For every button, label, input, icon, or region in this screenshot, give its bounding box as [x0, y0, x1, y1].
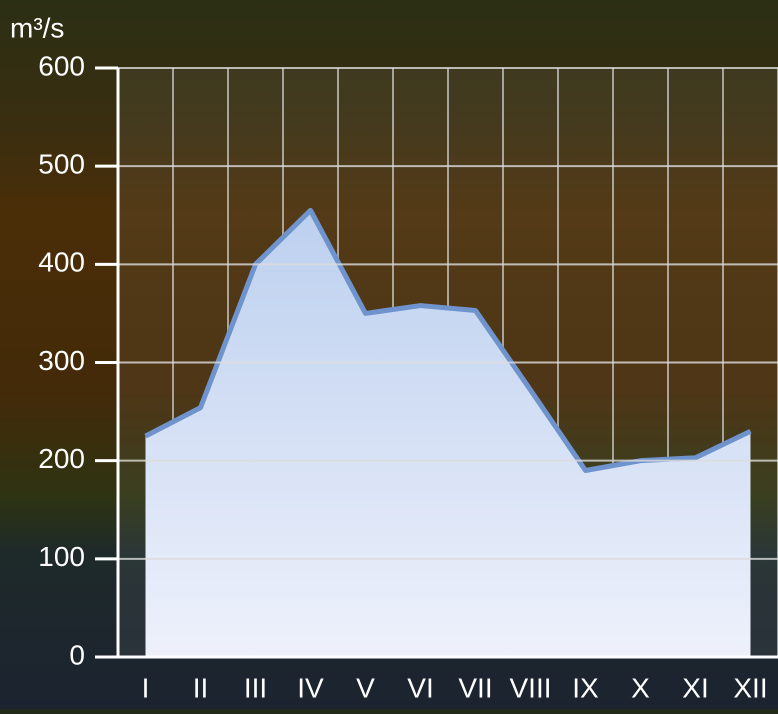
y-tick-label: 400	[38, 247, 85, 278]
x-tick-label: VIII	[509, 672, 551, 703]
y-tick-label: 0	[69, 639, 85, 670]
x-tick-label: VII	[458, 672, 492, 703]
y-tick-label: 500	[38, 149, 85, 180]
x-tick-label: III	[244, 672, 267, 703]
x-tick-label: I	[142, 672, 150, 703]
y-tick-label: 100	[38, 541, 85, 572]
x-tick-label: IV	[297, 672, 324, 703]
y-tick-label: 300	[38, 345, 85, 376]
x-tick-label: V	[356, 672, 375, 703]
x-tick-label: XII	[733, 672, 767, 703]
x-tick-label: IX	[572, 672, 599, 703]
y-axis-label: m³/s	[10, 12, 64, 43]
x-tick-label: II	[193, 672, 209, 703]
x-tick-label: X	[631, 672, 650, 703]
y-tick-label: 200	[38, 443, 85, 474]
x-tick-label: VI	[407, 672, 433, 703]
area-fill	[145, 210, 751, 657]
x-tick-label: XI	[682, 672, 708, 703]
y-tick-label: 600	[38, 50, 85, 81]
